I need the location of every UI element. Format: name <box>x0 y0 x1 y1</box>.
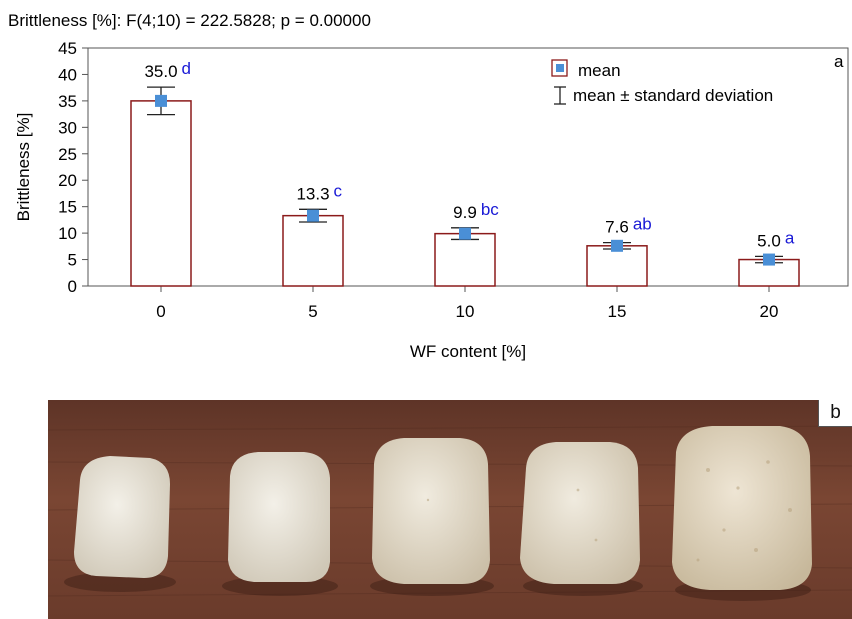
mean-marker <box>307 209 319 222</box>
mean-marker <box>763 253 775 266</box>
chart: Brittleness [%]: F(4;10) = 222.5828; p =… <box>8 11 849 361</box>
y-tick-label: 30 <box>58 118 77 137</box>
legend-sd-icon <box>554 86 566 105</box>
x-tick-label: 5 <box>308 302 317 321</box>
photo-image <box>48 400 852 619</box>
y-tick-label: 35 <box>58 92 77 111</box>
sample-cube-2 <box>228 452 330 582</box>
sample-cube-3 <box>372 438 490 584</box>
y-tick-label: 15 <box>58 198 77 217</box>
value-label: 13.3 <box>296 184 329 203</box>
x-axis: 0 5 10 15 20 <box>156 286 778 321</box>
sample-cube-4 <box>520 442 640 584</box>
mean-marker <box>459 227 471 240</box>
mean-marker <box>611 239 623 252</box>
legend-entry-mean: mean <box>578 61 621 80</box>
y-tick-label: 45 <box>58 39 77 58</box>
y-tick-label: 5 <box>68 251 77 270</box>
bars: 35.0 d 13.3 c 9.9 bc 7.6 ab 5.0 a <box>130 59 800 287</box>
significance-letter: bc <box>481 200 499 219</box>
y-tick-label: 20 <box>58 171 77 190</box>
significance-letter: c <box>334 181 343 200</box>
x-tick-label: 10 <box>456 302 475 321</box>
legend-mean-marker <box>556 64 564 72</box>
value-label: 9.9 <box>453 203 477 222</box>
y-axis: 0 5 10 15 20 25 30 35 40 45 <box>58 39 88 296</box>
panel-label-b: b <box>818 400 852 427</box>
y-axis-label: Brittleness [%] <box>14 113 33 222</box>
significance-letter: ab <box>633 215 652 234</box>
bar <box>282 214 344 287</box>
value-label: 7.6 <box>605 218 629 237</box>
x-tick-label: 0 <box>156 302 165 321</box>
sample-cube-1 <box>74 456 170 578</box>
mean-marker <box>155 94 167 107</box>
legend: mean mean ± standard deviation <box>551 59 773 105</box>
chart-title: Brittleness [%]: F(4;10) = 222.5828; p =… <box>8 11 371 30</box>
bar <box>130 100 192 287</box>
y-tick-label: 25 <box>58 145 77 164</box>
panel-label-a: a <box>834 52 844 71</box>
value-label: 5.0 <box>757 231 781 250</box>
significance-letter: d <box>182 59 191 78</box>
significance-letter: a <box>785 228 795 247</box>
bar <box>434 232 496 287</box>
y-tick-label: 40 <box>58 65 77 84</box>
y-tick-label: 0 <box>68 277 77 296</box>
x-axis-label: WF content [%] <box>410 342 526 361</box>
x-tick-label: 20 <box>760 302 779 321</box>
value-label: 35.0 <box>144 62 177 81</box>
y-tick-label: 10 <box>58 224 77 243</box>
bar <box>586 245 648 287</box>
sample-photo: b <box>48 400 852 619</box>
legend-entry-sd: mean ± standard deviation <box>573 86 773 105</box>
sample-cube-5 <box>672 426 812 590</box>
x-tick-label: 15 <box>608 302 627 321</box>
